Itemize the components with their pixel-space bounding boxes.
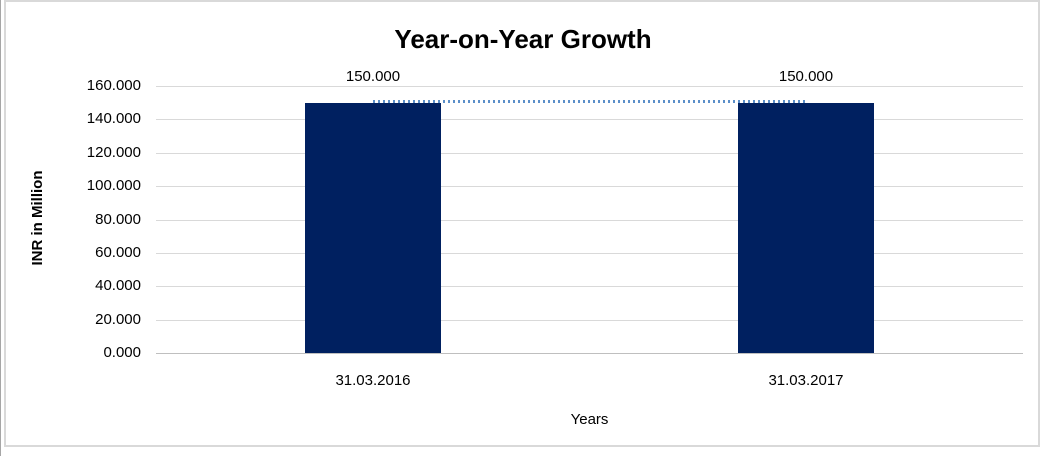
y-tick-label: 140.000 xyxy=(86,110,141,127)
gridline xyxy=(156,320,1023,321)
gridline xyxy=(156,286,1023,287)
x-tick-label: 31.03.2017 xyxy=(768,372,844,389)
gridline xyxy=(156,353,1023,354)
data-label: 150.000 xyxy=(778,68,834,85)
bar xyxy=(305,103,441,353)
gridline xyxy=(156,220,1023,221)
bar xyxy=(738,103,874,353)
y-tick-label: 100.000 xyxy=(86,177,141,194)
y-tick-label: 20.000 xyxy=(95,311,141,328)
gridline xyxy=(156,253,1023,254)
gridline xyxy=(156,119,1023,120)
data-label: 150.000 xyxy=(345,68,401,85)
trendline xyxy=(373,100,807,103)
chart-border xyxy=(4,0,1040,447)
x-axis-title: Years xyxy=(570,411,609,428)
chart-title: Year-on-Year Growth xyxy=(394,24,652,54)
y-tick-label: 80.000 xyxy=(95,211,141,228)
y-tick-label: 40.000 xyxy=(95,277,141,294)
y-tick-label: 0.000 xyxy=(103,344,141,361)
y-tick-label: 60.000 xyxy=(95,244,141,261)
gridline xyxy=(156,153,1023,154)
gridline xyxy=(156,86,1023,87)
y-tick-label: 160.000 xyxy=(86,77,141,94)
y-tick-label: 120.000 xyxy=(86,144,141,161)
x-tick-label: 31.03.2016 xyxy=(335,372,411,389)
gridline xyxy=(156,186,1023,187)
